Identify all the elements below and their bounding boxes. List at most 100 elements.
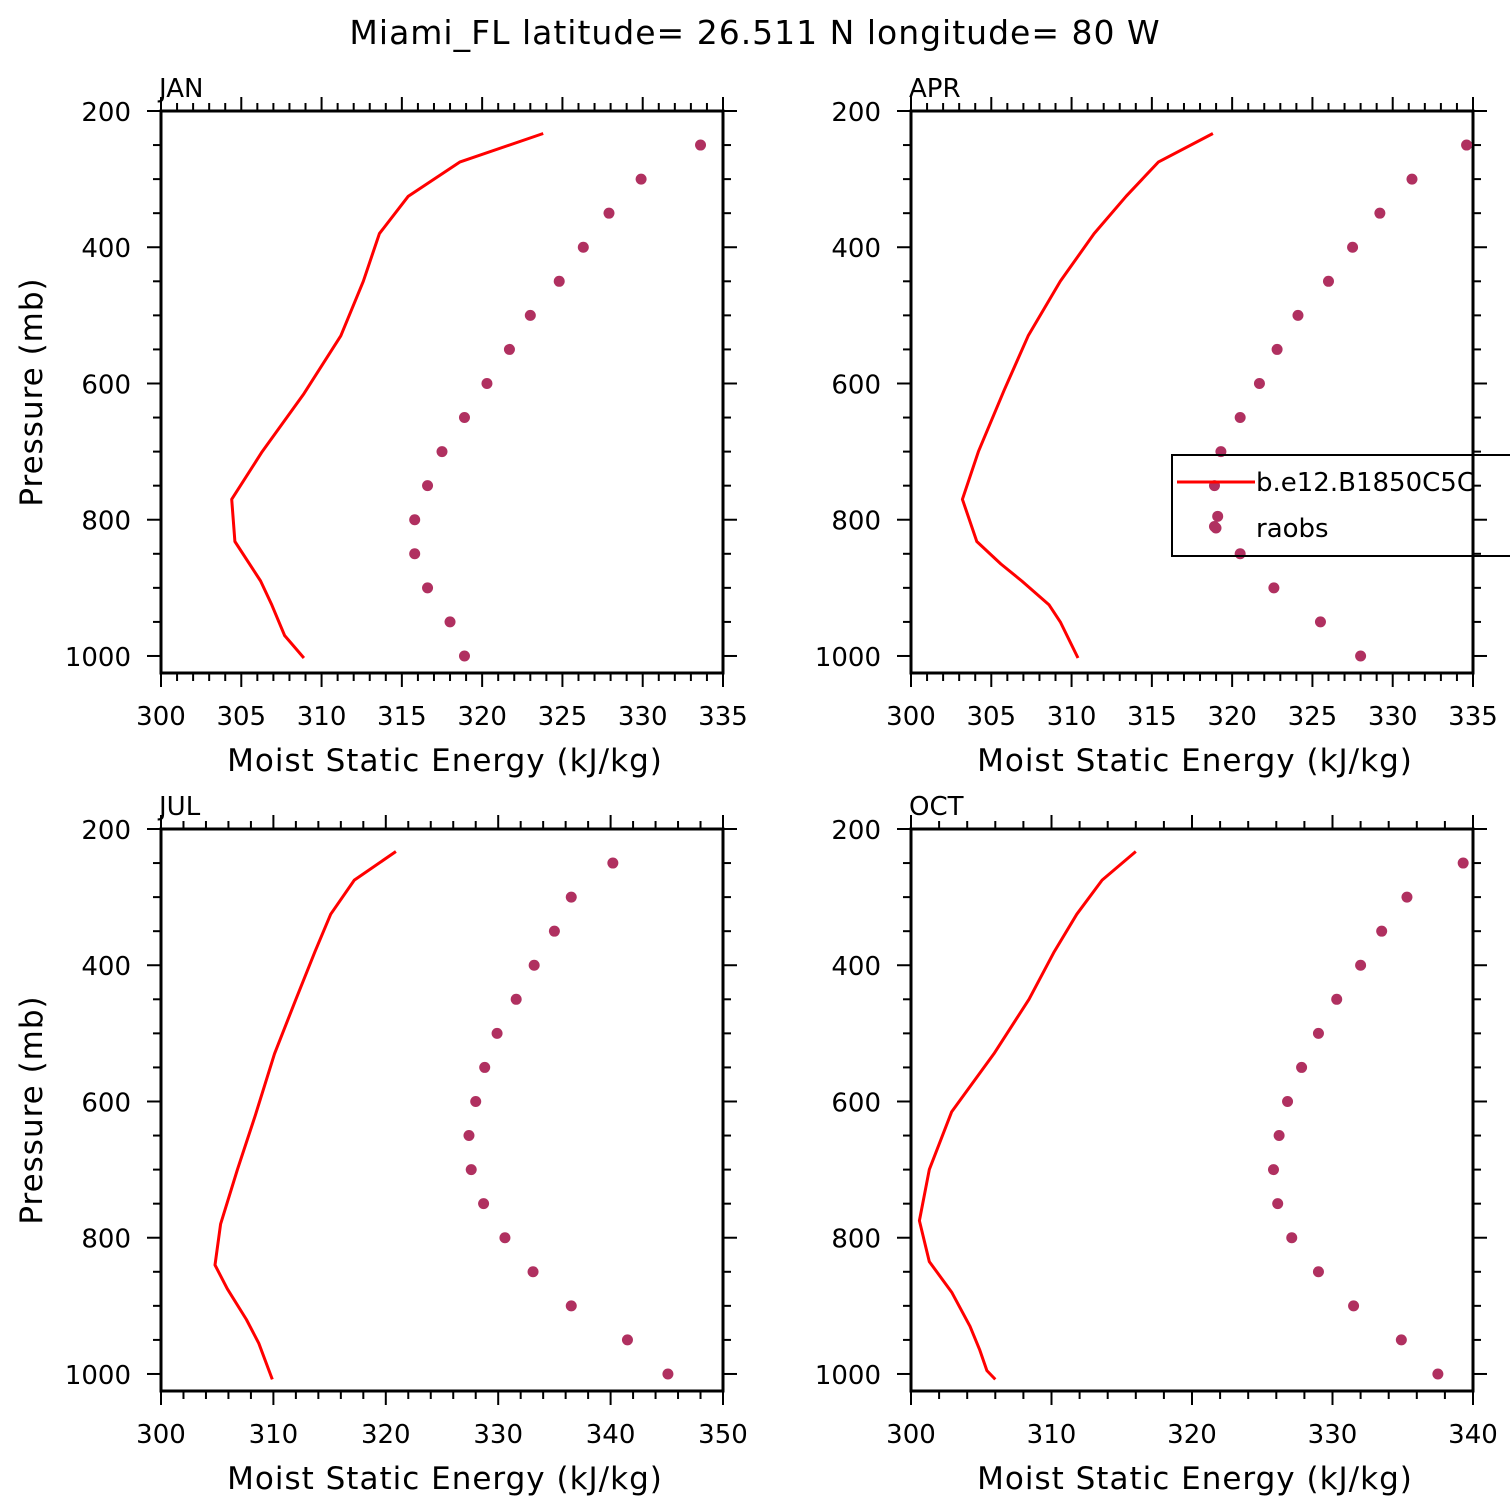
panel-title: OCT (909, 792, 964, 822)
raobs-point (1314, 616, 1326, 628)
raobs-point (436, 446, 448, 458)
panel-title: JAN (157, 74, 203, 104)
raobs-point (470, 1095, 482, 1107)
panel-oct: OCT 300 310 320 330 340 200 400 600 800 1000 Moist … (815, 792, 1498, 1497)
x-tick-label: 310 (249, 1420, 299, 1450)
raobs-point (577, 241, 589, 253)
panel-title: APR (909, 74, 961, 104)
plot-frame (159, 827, 725, 1393)
raobs-point (1273, 1130, 1285, 1142)
raobs-point (1312, 1027, 1324, 1039)
y-tick-label: 200 (81, 98, 131, 128)
x-tick-label: 330 (1368, 702, 1418, 732)
x-axis-label: Moist Static Energy (kJ/kg) (227, 1461, 663, 1497)
plot-frame (909, 109, 1475, 675)
raobs-point (527, 1266, 539, 1278)
y-tick-label: 600 (81, 370, 131, 400)
raobs-point (478, 1198, 490, 1210)
raobs-point (1461, 139, 1473, 151)
raobs-point (1457, 857, 1469, 869)
raobs-point (1355, 650, 1367, 662)
raobs-point (635, 173, 647, 185)
raobs-point (1234, 548, 1246, 560)
raobs-point (1212, 510, 1224, 522)
raobs-point (1348, 1300, 1360, 1312)
x-tick-label: 310 (1027, 1420, 1077, 1450)
x-tick-label: 315 (377, 702, 427, 732)
raobs-point (1253, 377, 1265, 389)
raobs-point (524, 309, 536, 321)
raobs-point (603, 207, 615, 219)
raobs-point (409, 514, 421, 526)
legend-label: b.e12.B1850C5C (1256, 468, 1475, 498)
x-tick-label: 310 (1047, 702, 1097, 732)
x-axis-label: Moist Static Energy (kJ/kg) (227, 743, 663, 779)
raobs-point (491, 1027, 503, 1039)
series-line-model (960, 132, 1214, 659)
x-tick-label: 330 (473, 1420, 523, 1450)
raobs-point (479, 1061, 491, 1073)
raobs-point (1272, 1198, 1284, 1210)
y-tick-label: 1000 (815, 1361, 881, 1391)
x-tick-label: 300 (136, 702, 186, 732)
legend-box (1171, 454, 1510, 557)
x-tick-label: 335 (698, 702, 748, 732)
raobs-point (499, 1232, 511, 1244)
raobs-point (1296, 1061, 1308, 1073)
raobs-point (621, 1334, 633, 1346)
x-tick-label: 350 (698, 1420, 748, 1450)
plot-frame (909, 827, 1475, 1393)
raobs-point (548, 925, 560, 937)
x-tick-label: 300 (136, 1420, 186, 1450)
series-line-model (917, 850, 1137, 1381)
x-axis-label: Moist Static Energy (kJ/kg) (977, 743, 1413, 779)
raobs-point (510, 993, 522, 1005)
y-tick-label: 400 (81, 952, 131, 982)
x-tick-label: 320 (457, 702, 507, 732)
raobs-point (1406, 173, 1418, 185)
raobs-point (1322, 275, 1334, 287)
x-axis-label: Moist Static Energy (kJ/kg) (977, 1461, 1413, 1497)
y-tick-label: 400 (81, 234, 131, 264)
y-tick-label: 1000 (65, 1361, 131, 1391)
x-tick-label: 330 (618, 702, 668, 732)
y-tick-label: 200 (831, 816, 881, 846)
raobs-point (444, 616, 456, 628)
x-tick-label: 340 (1448, 1420, 1498, 1450)
raobs-point (463, 1130, 475, 1142)
raobs-point (695, 139, 707, 151)
y-tick-label: 600 (831, 1088, 881, 1118)
raobs-point (481, 377, 493, 389)
raobs-point (662, 1368, 674, 1380)
raobs-point (503, 343, 515, 355)
y-tick-label: 600 (831, 370, 881, 400)
panel-title: JUL (157, 792, 201, 822)
raobs-point (1374, 207, 1386, 219)
raobs-point (1401, 891, 1413, 903)
raobs-point (1268, 582, 1280, 594)
y-tick-label: 200 (81, 816, 131, 846)
raobs-point (458, 412, 470, 424)
x-tick-label: 310 (297, 702, 347, 732)
raobs-point (1234, 412, 1246, 424)
panel-jul: JUL 300 310 320 330 340 350 200 400 600 800 1000 Moi… (14, 792, 748, 1497)
raobs-point (1282, 1095, 1294, 1107)
raobs-point (409, 548, 421, 560)
raobs-point (422, 582, 434, 594)
legend-marker-swatch (1210, 522, 1222, 534)
raobs-point (422, 480, 434, 492)
plot-frame (159, 109, 725, 675)
panel-apr: APR 300 305 310 315 320 325 330 335 200 400 600 800 1… (815, 74, 1510, 779)
y-tick-label: 1000 (65, 643, 131, 673)
x-tick-label: 305 (966, 702, 1016, 732)
x-tick-label: 325 (1288, 702, 1338, 732)
raobs-point (1286, 1232, 1298, 1244)
y-tick-label: 800 (81, 1225, 131, 1255)
raobs-point (1271, 343, 1283, 355)
raobs-point (458, 650, 470, 662)
y-tick-label: 400 (831, 952, 881, 982)
raobs-point (1331, 993, 1343, 1005)
raobs-point (1432, 1368, 1444, 1380)
y-tick-label: 600 (81, 1088, 131, 1118)
